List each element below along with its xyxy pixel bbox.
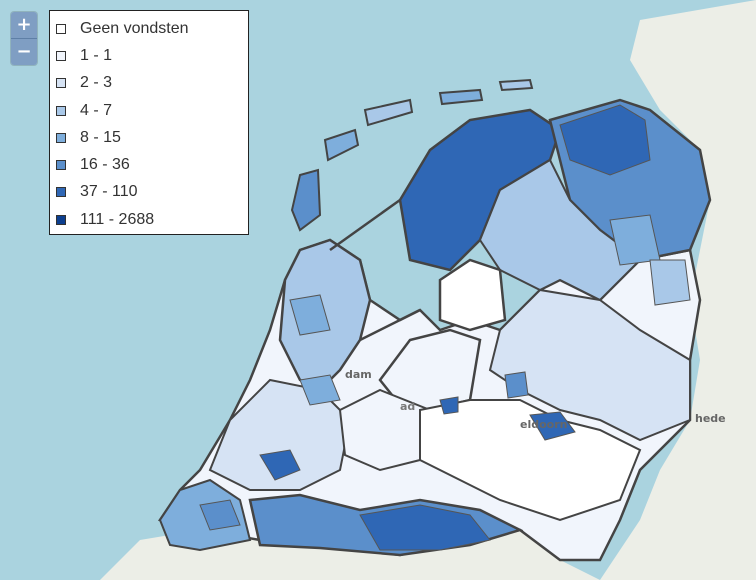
legend-item: 37 - 110 (56, 179, 248, 206)
muni-apeldoorn (529, 411, 576, 441)
legend-swatch (56, 78, 66, 89)
place-label-apeldoorn: eldoorn (520, 418, 567, 431)
legend-label: 16 - 36 (80, 156, 130, 174)
markerwaard-line (359, 308, 421, 342)
place-label-enschede: hede (695, 412, 726, 425)
region-zuid-holland (208, 378, 352, 491)
legend-swatch (56, 214, 66, 225)
muni-east-2 (649, 259, 691, 306)
region-flevoland (438, 258, 507, 332)
muni-haarlem (259, 449, 301, 481)
region-brabant-dark (359, 504, 491, 551)
zoom-out-button[interactable]: − (11, 38, 37, 65)
germany-land (600, 0, 756, 580)
legend-label: 4 - 7 (80, 101, 113, 119)
legend-swatch (56, 105, 66, 116)
island-ameland (438, 88, 484, 106)
island-texel (290, 168, 322, 232)
legend-item: 1 - 1 (56, 42, 248, 69)
zoom-control: + − (11, 12, 37, 65)
legend-item: 8 - 15 (56, 124, 248, 151)
legend-item: Geen vondsten (56, 15, 248, 42)
island-schiermonnikoog (498, 78, 534, 92)
legend-swatch (56, 23, 66, 34)
region-gelderland (419, 399, 642, 522)
legend-label: 111 - 2688 (80, 210, 155, 228)
afsluitdijk (329, 198, 401, 252)
legend-item: 2 - 3 (56, 70, 248, 97)
legend-label: 1 - 1 (80, 46, 113, 64)
place-label-lelystad: ad (400, 400, 415, 413)
muni-west-3 (199, 499, 241, 531)
muni-amersfoort (439, 396, 459, 415)
legend-label: Geen vondsten (80, 19, 189, 37)
legend-label: 8 - 15 (80, 128, 121, 146)
legend-swatch (56, 160, 66, 171)
muni-west-2 (299, 374, 341, 406)
island-vlieland (323, 128, 360, 162)
zoom-in-button[interactable]: + (11, 12, 37, 38)
legend-item: 111 - 2688 (56, 206, 248, 233)
legend-swatch (56, 50, 66, 61)
legend-label: 2 - 3 (80, 74, 113, 92)
island-terschelling (363, 98, 414, 127)
legend-item: 16 - 36 (56, 151, 248, 178)
legend-swatch (56, 187, 66, 198)
map-legend: Geen vondsten 1 - 1 2 - 3 4 - 7 8 - 15 16 - 3… (49, 10, 249, 235)
legend-swatch (56, 132, 66, 143)
muni-west-1 (289, 294, 331, 336)
legend-label: 37 - 110 (80, 183, 138, 201)
muni-enkhuizen (504, 371, 529, 399)
region-groningen-north (559, 104, 651, 176)
legend-item: 4 - 7 (56, 97, 248, 124)
place-label-dam: dam (345, 368, 372, 381)
